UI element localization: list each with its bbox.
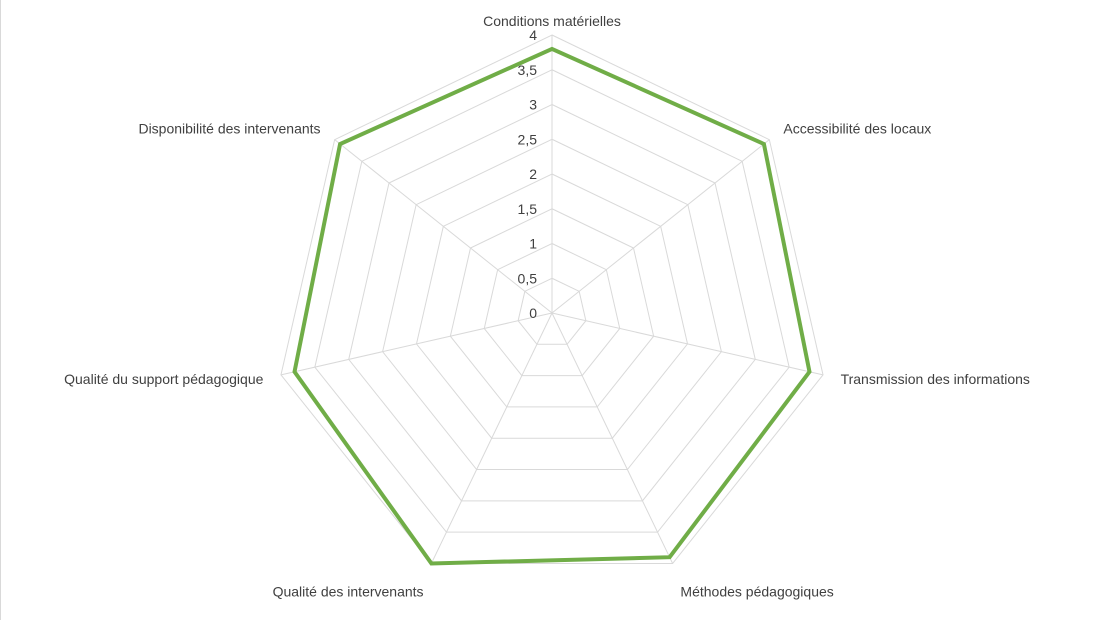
spoke-layer: [280, 35, 824, 564]
spoke-line: [430, 312, 553, 564]
r-tick-label: 2: [529, 166, 537, 182]
spoke-line: [551, 312, 674, 564]
grid-ring: [348, 103, 756, 502]
tick-layer: 0 0,5 1 1,5 2 2,5 3 3,5 4: [518, 27, 538, 321]
category-label: Transmission des informations: [841, 371, 1030, 387]
series-point: [669, 556, 671, 558]
series-point: [808, 371, 810, 373]
category-label-layer: Conditions matérielles Accessibilité des …: [64, 13, 1030, 600]
category-label: Qualité des intervenants: [273, 584, 424, 600]
spoke-line: [551, 139, 770, 314]
series-layer: [292, 46, 812, 566]
grid-layer: [280, 34, 824, 564]
series-point: [430, 562, 432, 564]
grid-ring: [449, 208, 655, 408]
series-point: [339, 143, 341, 145]
spoke-line: [280, 312, 553, 376]
category-label: Qualité du support pédagogique: [64, 371, 263, 387]
spoke-line: [551, 312, 824, 376]
r-tick-label: 0,5: [518, 270, 538, 286]
series-point: [294, 371, 296, 373]
r-tick-label: 4: [529, 27, 537, 43]
left-border: [0, 0, 1, 620]
grid-ring: [314, 69, 790, 533]
r-tick-label: 2,5: [518, 131, 538, 147]
series-point: [763, 143, 765, 145]
r-tick-label: 0: [529, 305, 537, 321]
grid-ring: [415, 173, 689, 439]
r-tick-label: 1,5: [518, 201, 538, 217]
r-tick-label: 1: [529, 236, 537, 252]
grid-ring: [517, 277, 587, 345]
r-tick-label: 3: [529, 97, 537, 113]
series-point: [551, 48, 553, 50]
grid-ring: [483, 242, 621, 377]
category-label: Méthodes pédagogiques: [680, 584, 833, 600]
series-line: [292, 46, 812, 566]
category-label: Conditions matérielles: [483, 13, 621, 29]
grid-ring: [382, 138, 722, 471]
category-label: Accessibilité des locaux: [783, 120, 931, 136]
grid-ring: [280, 34, 824, 564]
r-tick-label: 3,5: [518, 62, 538, 78]
category-label: Disponibilité des intervenants: [138, 120, 320, 136]
spoke-line: [334, 139, 553, 314]
